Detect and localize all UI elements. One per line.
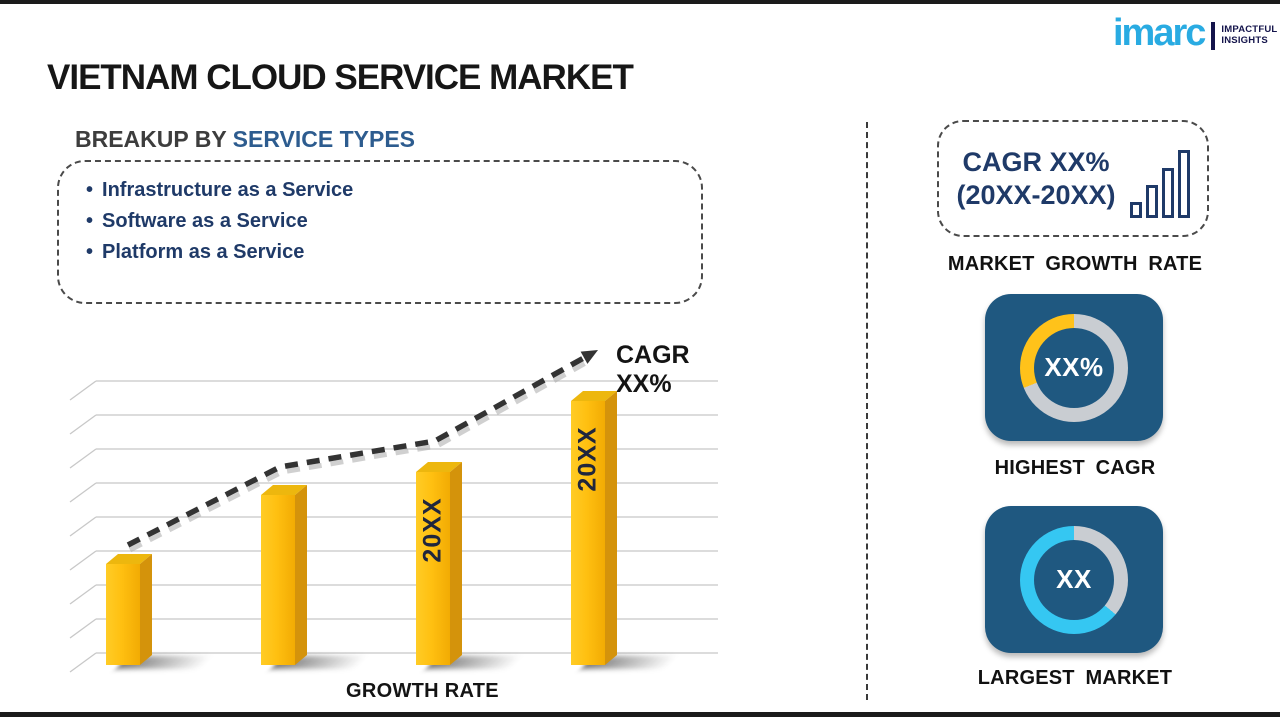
growth-bars-icon-bar <box>1177 149 1190 218</box>
list-item-label: Software as a Service <box>102 210 308 232</box>
growth-bars-icon-bar <box>1129 201 1142 218</box>
trend-cagr-label: CAGR XX% <box>616 341 690 398</box>
bar-top-face <box>571 391 617 401</box>
largest-market-donut: XX <box>1020 525 1128 634</box>
cagr-box-line2: (20XX-20XX) <box>956 179 1116 210</box>
bar-front-face <box>416 472 450 665</box>
growth-bar-chart: CAGR XX% GROWTH RATE 20XX 20XX <box>60 335 740 702</box>
highest-cagr-tile: XX% <box>985 294 1163 441</box>
trend-arrowhead <box>580 350 598 364</box>
bullet-icon: • <box>86 179 94 201</box>
bar-side-face <box>605 391 617 665</box>
market-growth-rate-box: CAGR XX% (20XX-20XX) <box>937 120 1209 237</box>
highest-cagr-donut: XX% <box>1020 313 1128 422</box>
largest-market-tile: XX <box>985 506 1163 653</box>
bar-top-face <box>416 462 462 472</box>
chart-x-axis-label: GROWTH RATE <box>346 680 499 702</box>
list-item: • Platform as a Service <box>86 237 683 268</box>
bar-4: 20XX <box>571 401 678 669</box>
bullet-icon: • <box>86 241 94 263</box>
bar-year-label: 20XX <box>418 497 447 563</box>
highest-cagr-value: XX% <box>1044 352 1104 382</box>
bar-2 <box>261 495 368 669</box>
vertical-dashed-divider <box>866 122 868 700</box>
donut-hole <box>1034 327 1114 408</box>
page-title: VIETNAM CLOUD SERVICE MARKET <box>47 58 634 97</box>
growth-bars-icon <box>1129 149 1190 218</box>
growth-bars-icon-bar <box>1145 184 1158 218</box>
bar-front-face <box>106 564 140 665</box>
list-item-label: Infrastructure as a Service <box>102 179 354 201</box>
highest-cagr-caption: HIGHEST CAGR <box>994 457 1156 479</box>
list-item: • Software as a Service <box>86 206 683 237</box>
breakup-heading-prefix: BREAKUP BY <box>75 126 233 152</box>
bar-top-face <box>261 485 307 495</box>
logo-tagline: IMPACTFUL INSIGHTS <box>1221 24 1278 47</box>
list-item: • Infrastructure as a Service <box>86 175 683 206</box>
bar-top-face <box>106 554 152 564</box>
cagr-box-line1: CAGR XX% <box>962 146 1110 177</box>
imarc-logo: imarc IMPACTFUL INSIGHTS <box>1113 14 1277 52</box>
largest-market-caption: LARGEST MARKET <box>977 667 1173 689</box>
bar-front-face <box>571 401 605 665</box>
bottom-border-rule <box>0 712 1280 717</box>
breakup-heading: BREAKUP BY SERVICE TYPES <box>75 126 415 153</box>
breakup-heading-highlight: SERVICE TYPES <box>232 126 416 152</box>
logo-tagline-line1: IMPACTFUL <box>1221 24 1278 36</box>
logo-divider-bar <box>1211 22 1216 50</box>
list-item-label: Platform as a Service <box>102 241 305 263</box>
growth-bars-icon-bar <box>1161 167 1174 218</box>
bar-year-label: 20XX <box>573 426 602 492</box>
bar-front-face <box>261 495 295 665</box>
donut-hole <box>1034 539 1114 620</box>
bar-3: 20XX <box>416 472 523 669</box>
imarc-logo-text: imarc <box>1113 12 1206 54</box>
service-types-box: • Infrastructure as a Service • Software a… <box>57 160 703 304</box>
logo-tagline-line2: INSIGHTS <box>1221 35 1268 46</box>
bullet-icon: • <box>86 210 94 232</box>
top-border-rule <box>0 0 1280 4</box>
market-growth-rate-caption: MARKET GROWTH RATE <box>947 253 1203 275</box>
bar-side-face <box>295 485 307 665</box>
bar-1 <box>106 564 213 669</box>
bar-side-face <box>140 554 152 665</box>
bar-side-face <box>450 462 462 665</box>
cagr-box-text: CAGR XX% (20XX-20XX) <box>956 146 1115 212</box>
largest-market-value: XX <box>1056 564 1092 594</box>
